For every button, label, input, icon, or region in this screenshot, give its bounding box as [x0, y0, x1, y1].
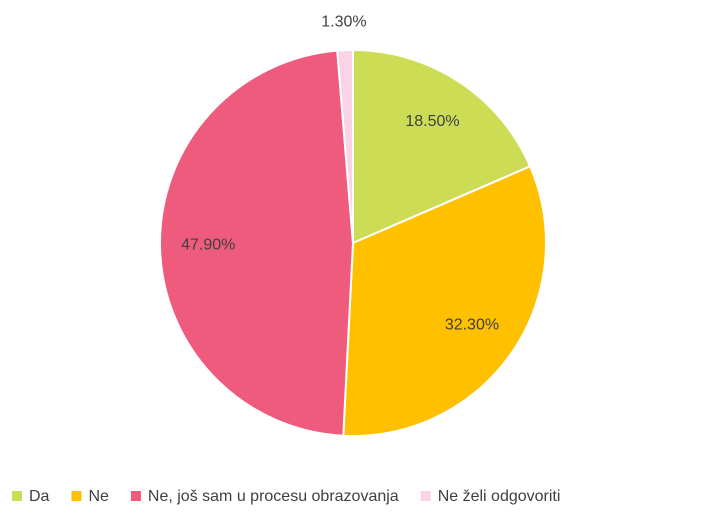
pie-slice: [336, 48, 354, 244]
pie-slice: [352, 48, 532, 245]
legend-label: Ne, još sam u procesu obrazovanja: [148, 488, 399, 505]
legend-marker: [130, 491, 141, 501]
legend-label: Ne želi odgovoriti: [438, 488, 561, 505]
pie-slice: [159, 49, 355, 437]
legend-marker: [71, 491, 82, 501]
data-label: 47.90%: [181, 236, 235, 253]
legend-marker: [420, 491, 431, 501]
data-label: 1.30%: [321, 13, 366, 30]
data-label: 18.50%: [405, 113, 459, 130]
pie-slice: [342, 165, 547, 437]
legend-marker: [12, 491, 22, 501]
legend-label: Da: [29, 488, 50, 505]
data-label: 32.30%: [445, 317, 499, 334]
legend-label: Ne: [88, 488, 109, 505]
